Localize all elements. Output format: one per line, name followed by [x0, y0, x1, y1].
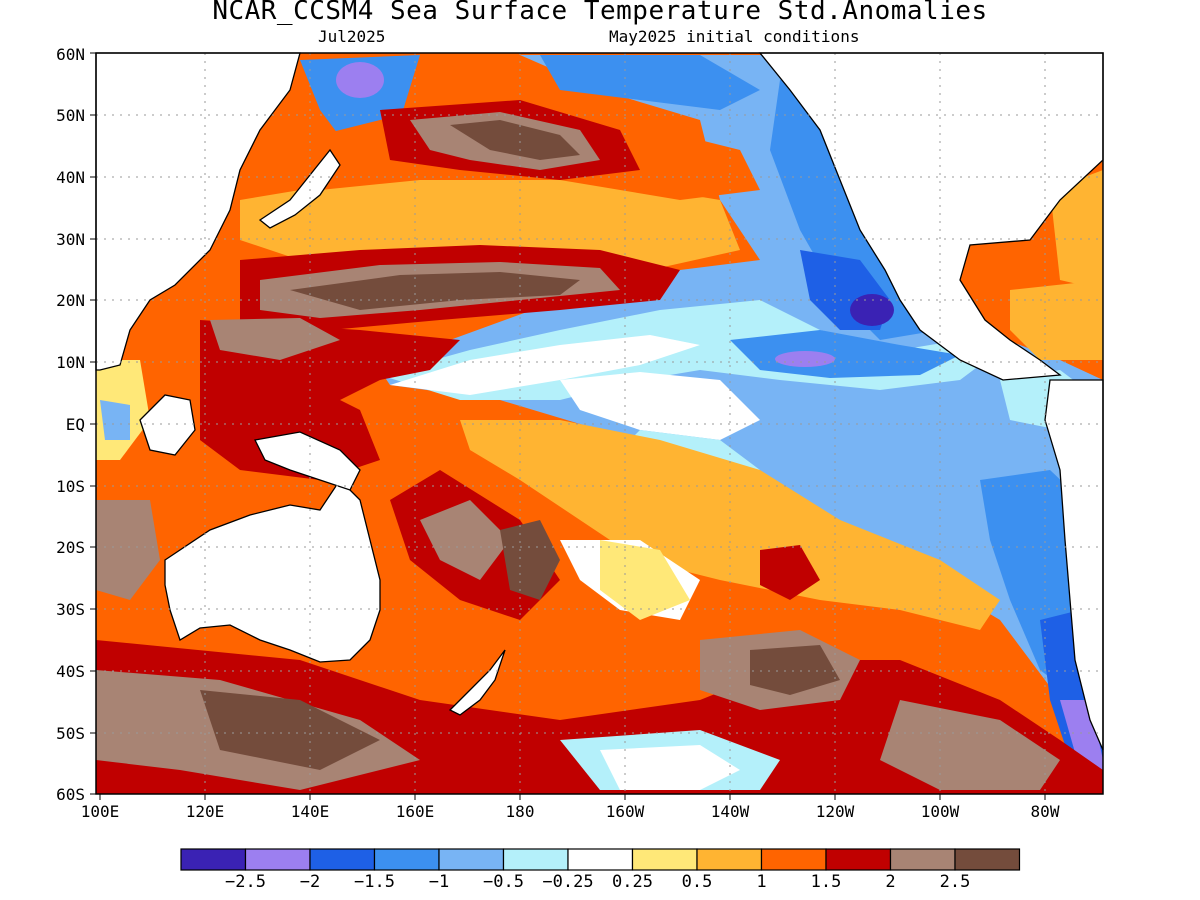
- lat-label-40s: 40S: [56, 662, 85, 681]
- map-title: NCAR_CCSM4 Sea Surface Temperature Std.A…: [212, 0, 988, 26]
- colorbar-label: −1.5: [354, 872, 395, 892]
- borneo-landmass: [139, 394, 196, 456]
- lat-label-30n: 30N: [56, 230, 85, 249]
- lat-label-60n: 60N: [56, 45, 85, 64]
- lat-label-50n: 50N: [56, 106, 85, 125]
- colorbar-swatch: [889, 848, 956, 871]
- colorbar-swatch: [825, 848, 892, 871]
- colorbar-label: 2: [885, 872, 896, 892]
- lon-label-120w: 120W: [815, 802, 855, 821]
- lat-label-30s: 30S: [56, 600, 85, 619]
- colorbar-swatch: [502, 848, 569, 871]
- colorbar-swatch: [373, 848, 440, 871]
- colorbar-label: −0.25: [542, 872, 594, 892]
- lon-label-140e: 140E: [290, 802, 330, 821]
- australia-landmass: [164, 478, 381, 663]
- lat-label-eq: EQ: [65, 415, 85, 434]
- initial-conditions-label: May2025 initial conditions: [609, 27, 860, 46]
- asia-landmass: [95, 52, 301, 371]
- colorbar-swatch: [631, 848, 698, 871]
- lon-label-100w: 100W: [920, 802, 960, 821]
- lon-label-160e: 160E: [395, 802, 435, 821]
- colorbar-swatch: [244, 848, 311, 871]
- colorbar-swatch: [567, 848, 634, 871]
- colorbar-swatch: [438, 848, 505, 871]
- colorbar-label: −1: [428, 872, 450, 892]
- colorbar-swatch: [760, 848, 827, 871]
- lat-label-10n: 10N: [56, 353, 85, 372]
- colorbar-label: −0.5: [483, 872, 524, 892]
- colorbar-label: −2: [299, 872, 321, 892]
- japan-landmass: [258, 148, 341, 229]
- valid-month-label: Jul2025: [318, 27, 386, 46]
- colorbar: [180, 848, 1021, 871]
- north-america-landmass: [758, 52, 1104, 381]
- colorbar-swatch: [180, 848, 247, 871]
- colorbar-label: 0.5: [681, 872, 713, 892]
- colorbar-label: 1: [756, 872, 767, 892]
- new-guinea-landmass: [254, 431, 361, 491]
- lat-label-20s: 20S: [56, 538, 85, 557]
- lat-label-50s: 50S: [56, 724, 85, 743]
- lon-label-140w: 140W: [710, 802, 750, 821]
- lon-label-100e: 100E: [80, 802, 120, 821]
- colorbar-label: 0.25: [612, 872, 653, 892]
- colorbar-swatch: [309, 848, 376, 871]
- colorbar-label: −2.5: [225, 872, 266, 892]
- new-zealand-landmass: [448, 649, 506, 716]
- lat-label-60s: 60S: [56, 785, 85, 804]
- colorbar-label: 1.5: [810, 872, 842, 892]
- lon-label-120e: 120E: [185, 802, 225, 821]
- lon-label-80w: 80W: [1030, 802, 1060, 821]
- land-masses: [95, 52, 1104, 751]
- axis-ticks: [90, 52, 1046, 800]
- lat-label-40n: 40N: [56, 168, 85, 187]
- lon-label-180: 180: [505, 802, 535, 821]
- lat-label-20n: 20N: [56, 291, 85, 310]
- colorbar-swatch: [696, 848, 763, 871]
- colorbar-swatch: [954, 848, 1021, 871]
- colorbar-label: 2.5: [939, 872, 971, 892]
- lon-label-160w: 160W: [605, 802, 645, 821]
- lat-label-10s: 10S: [56, 477, 85, 496]
- gridlines: [96, 53, 1103, 794]
